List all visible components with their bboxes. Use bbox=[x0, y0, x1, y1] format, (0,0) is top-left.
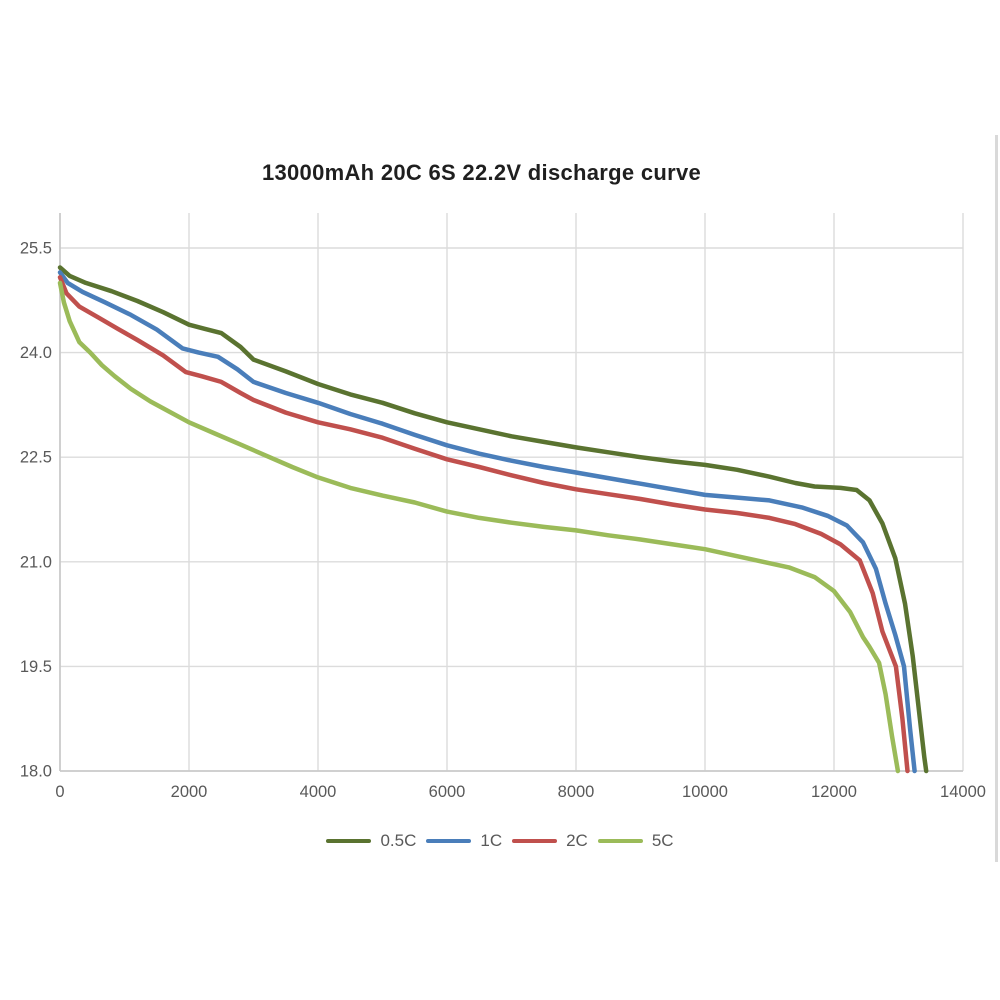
x-tick-label: 10000 bbox=[682, 783, 728, 801]
x-tick-label: 14000 bbox=[940, 783, 986, 801]
series-curve-1c bbox=[57, 270, 917, 774]
legend-item-5c: 5C bbox=[597, 831, 674, 851]
legend-swatch-line bbox=[326, 838, 372, 844]
legend-swatch-line bbox=[597, 838, 643, 844]
legend-swatch-line bbox=[426, 838, 472, 844]
legend-label: 1C bbox=[480, 831, 503, 850]
x-tick-label: 4000 bbox=[300, 783, 337, 801]
legend-swatch-line bbox=[512, 838, 558, 844]
series-curve-2c bbox=[57, 275, 910, 774]
page-right-border-line bbox=[995, 135, 998, 862]
legend-item-2c: 2C bbox=[512, 831, 588, 851]
legend-item-05c: 0.5C bbox=[326, 831, 416, 851]
y-tick-label: 19.5 bbox=[20, 658, 52, 676]
y-tick-label: 21.0 bbox=[20, 553, 52, 571]
legend-label: 0.5C bbox=[380, 831, 417, 850]
x-tick-label: 8000 bbox=[558, 783, 595, 801]
series-curve-05c bbox=[57, 265, 929, 774]
y-tick-label: 18.0 bbox=[20, 763, 52, 781]
legend-item-1c: 1C bbox=[426, 831, 502, 851]
y-tick-label: 22.5 bbox=[20, 449, 52, 467]
x-tick-label: 0 bbox=[55, 783, 64, 801]
chart-legend: 0.5C 1C 2C 5C bbox=[0, 829, 1000, 853]
x-tick-label: 12000 bbox=[811, 783, 857, 801]
chart-title: 13000mAh 20C 6S 22.2V discharge curve bbox=[261, 160, 702, 185]
legend-label: 5C bbox=[651, 831, 674, 850]
x-tick-label: 6000 bbox=[429, 783, 466, 801]
y-tick-label: 24.0 bbox=[20, 344, 52, 362]
y-tick-label: 25.5 bbox=[20, 240, 52, 258]
discharge-chart-plot: 18.0 19.5 21.0 22.5 24.0 25.5 0 2000 4000 6000 800… bbox=[20, 213, 986, 801]
legend-label: 2C bbox=[566, 831, 588, 850]
series-curve-5c bbox=[57, 280, 901, 774]
x-tick-label: 2000 bbox=[171, 783, 208, 801]
